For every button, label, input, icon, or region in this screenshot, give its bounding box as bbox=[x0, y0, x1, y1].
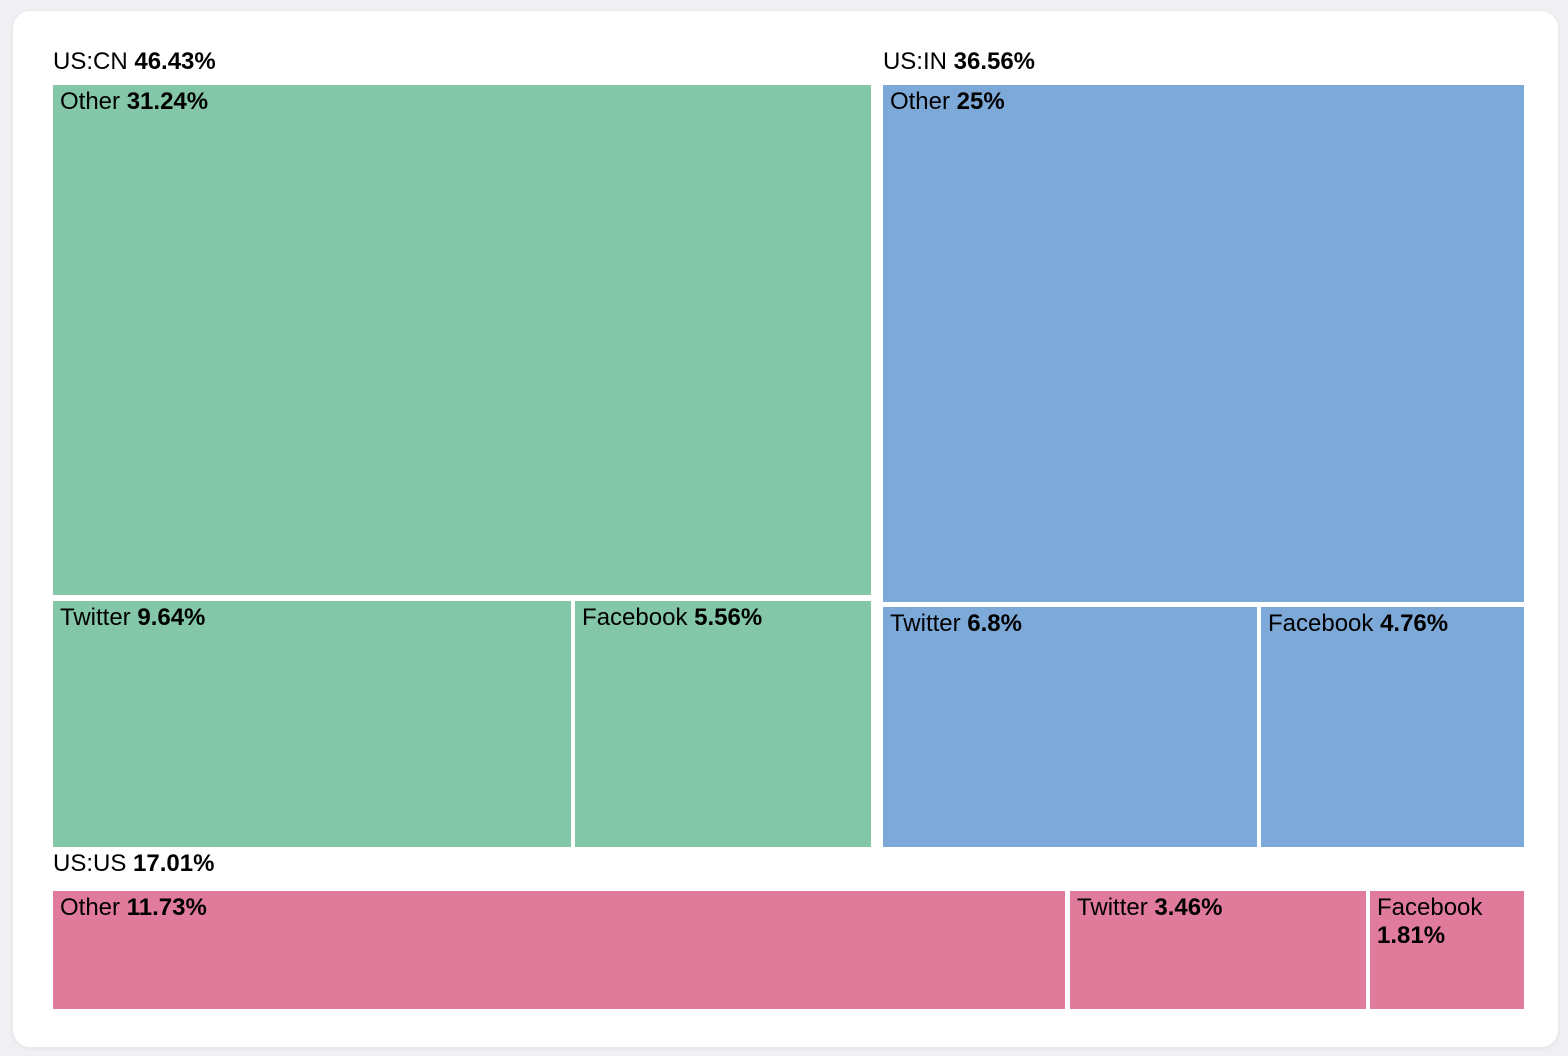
treemap: US:CN 46.43% Other 31.24% Twitter 9.64% Fac… bbox=[53, 47, 1524, 1009]
cell-us-in-facebook[interactable]: Facebook 4.76% bbox=[1260, 606, 1524, 847]
group-name: US:CN bbox=[53, 48, 135, 75]
cell-us-cn-facebook[interactable]: Facebook 5.56% bbox=[575, 601, 871, 847]
cell-percent: 31.24% bbox=[126, 87, 209, 115]
cell-us-in-other[interactable]: Other 25% bbox=[882, 84, 1524, 602]
cell-us-us-facebook[interactable]: Facebook 1.81% bbox=[1369, 890, 1524, 1009]
cell-us-us-other[interactable]: Other 11.73% bbox=[53, 890, 1066, 1009]
cell-name: Facebook bbox=[582, 604, 695, 632]
cell-percent: 9.64% bbox=[137, 604, 206, 632]
cell-percent: 11.73% bbox=[126, 893, 207, 921]
group-label-us-cn: US:CN 46.43% bbox=[53, 47, 216, 77]
cell-name: Facebook bbox=[1376, 893, 1483, 921]
cell-percent: 3.46% bbox=[1154, 893, 1223, 921]
cell-name: Twitter bbox=[1077, 893, 1155, 921]
group-percent: 17.01% bbox=[133, 850, 215, 878]
cell-us-cn-other[interactable]: Other 31.24% bbox=[53, 84, 872, 595]
group-percent: 36.56% bbox=[953, 48, 1036, 75]
chart-card: US:CN 46.43% Other 31.24% Twitter 9.64% Fac… bbox=[12, 10, 1559, 1048]
cell-percent: 1.81% bbox=[1376, 922, 1446, 950]
cell-us-us-twitter[interactable]: Twitter 3.46% bbox=[1070, 890, 1366, 1009]
cell-name: Other bbox=[60, 893, 127, 921]
group-name: US:US bbox=[53, 850, 134, 878]
cell-us-in-twitter[interactable]: Twitter 6.8% bbox=[882, 606, 1257, 847]
cell-percent: 4.76% bbox=[1380, 609, 1449, 637]
cell-us-cn-twitter[interactable]: Twitter 9.64% bbox=[53, 601, 571, 847]
cell-name: Twitter bbox=[889, 609, 968, 637]
cell-name: Twitter bbox=[60, 604, 138, 632]
cell-percent: 6.8% bbox=[967, 609, 1022, 637]
group-name: US:IN bbox=[882, 48, 954, 75]
group-label-us-us: US:US 17.01% bbox=[53, 849, 214, 879]
cell-name: Other bbox=[889, 87, 957, 115]
group-percent: 46.43% bbox=[134, 48, 216, 75]
cell-percent: 5.56% bbox=[694, 604, 763, 632]
cell-name: Facebook bbox=[1267, 609, 1381, 637]
cell-percent: 25% bbox=[956, 87, 1005, 115]
group-label-us-in: US:IN 36.56% bbox=[883, 47, 1035, 77]
cell-name: Other bbox=[60, 87, 127, 115]
